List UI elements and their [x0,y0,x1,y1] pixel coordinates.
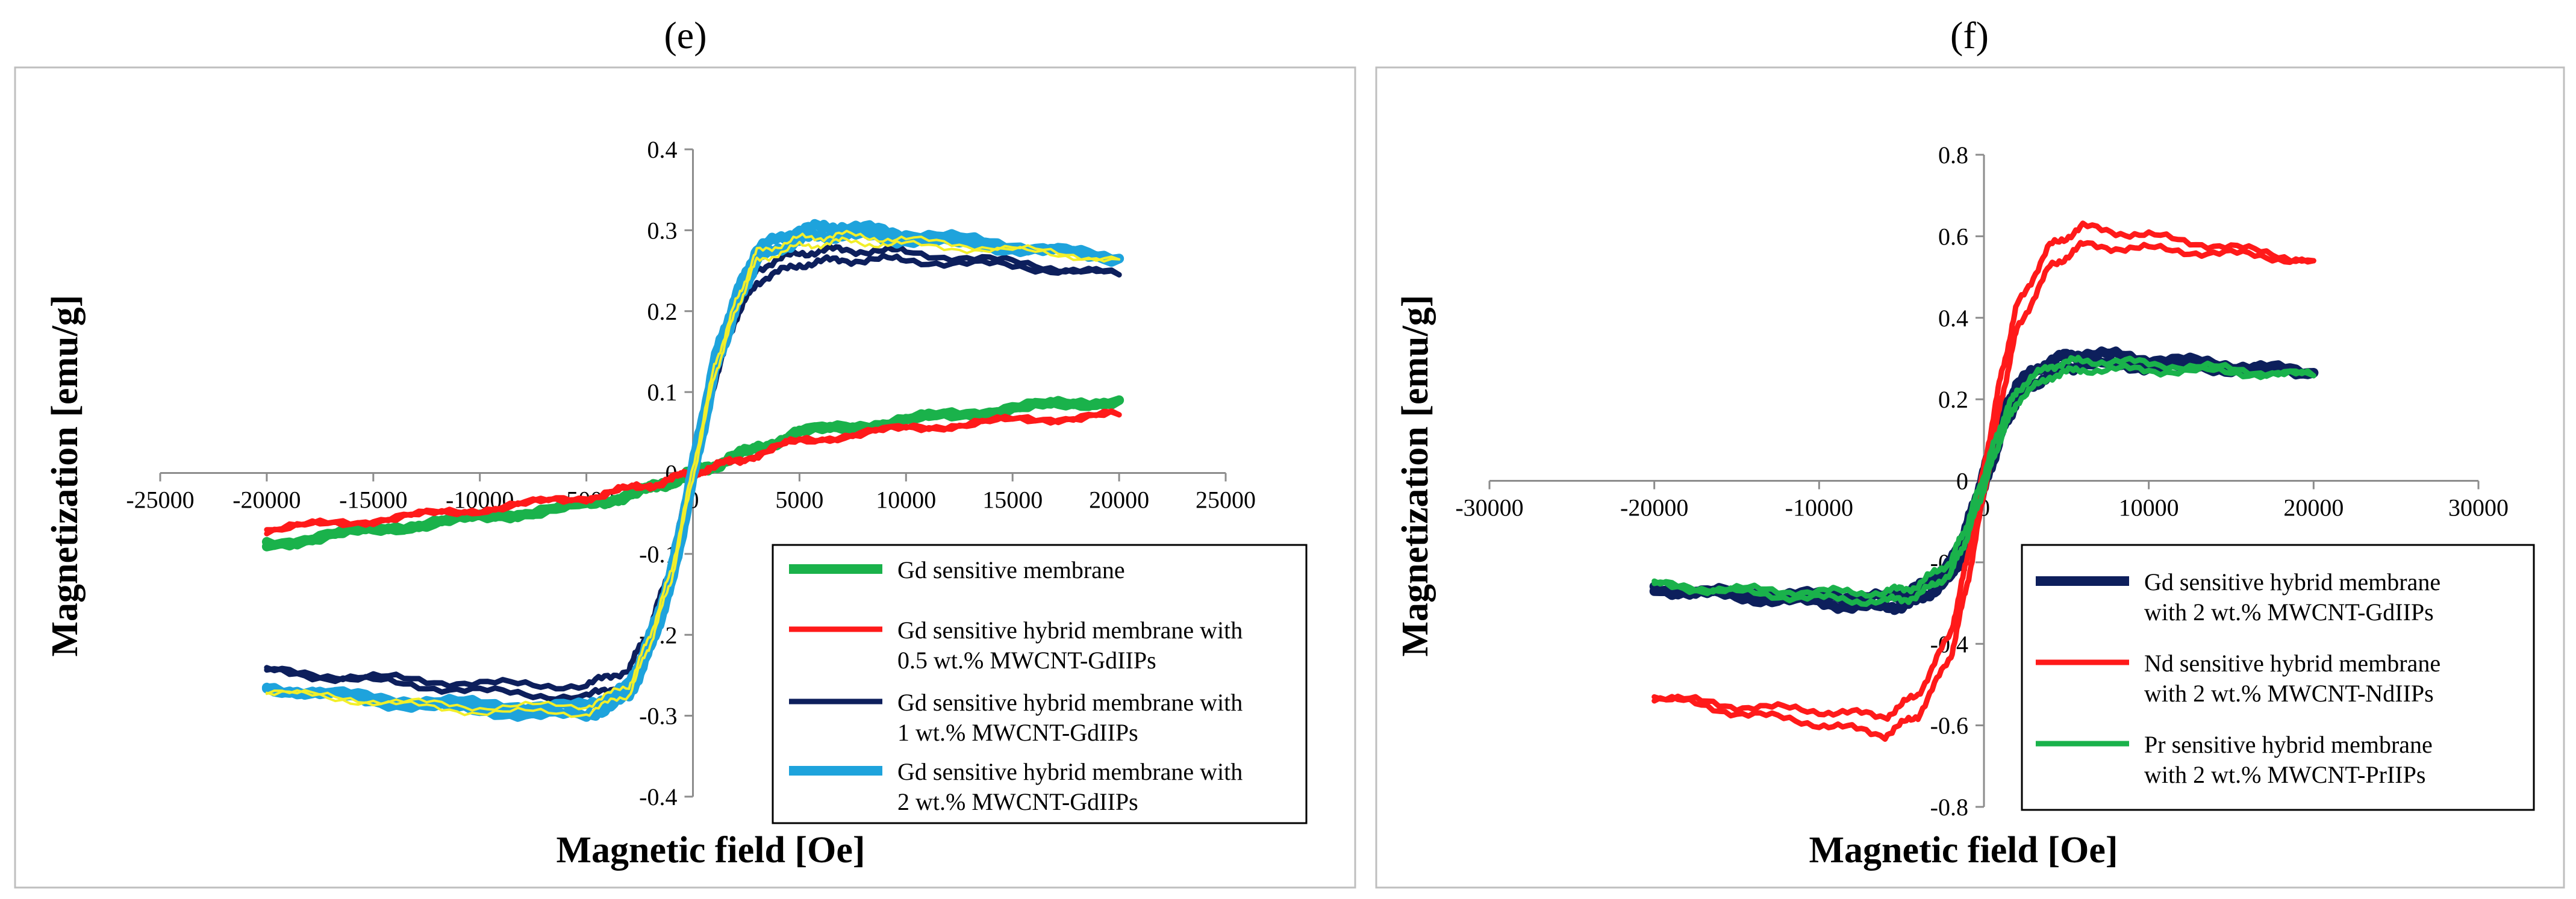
legend-label: Gd sensitive membrane [897,556,1125,583]
y-tick-label: -0.8 [1930,794,1968,821]
legend-label: Gd sensitive hybrid membrane with [897,617,1243,644]
x-tick-label: 5000 [775,487,823,514]
legend-label: Gd sensitive hybrid membrane [2144,568,2440,596]
legend-label: Gd sensitive hybrid membrane with [897,758,1243,785]
legend-label: with 2 wt.% MWCNT-PrIIPs [2144,761,2425,788]
x-tick-label: 20000 [2283,494,2344,521]
legend: Gd sensitive membrane Gd sensitive hybrid… [772,544,1308,824]
y-tick-label: 0.4 [1938,305,1968,332]
y-tick-label: 0 [1956,468,1968,495]
y-tick-label: -0.6 [1930,712,1968,739]
legend-label: with 2 wt.% MWCNT-NdIIPs [2144,680,2434,707]
y-tick-label: -0.4 [639,783,677,810]
x-tick-label: -30000 [1455,494,1523,521]
y-tick-label: 0.6 [1938,223,1968,250]
x-tick-label: -10000 [1785,494,1853,521]
panel-f: (f) -30000 -20000 -10000 0 10000 20000 30000 -0.… [1375,14,2565,889]
legend-label: 2 wt.% MWCNT-GdIIPs [897,788,1138,815]
panel-label: (f) [1950,14,1989,57]
x-tick-label: -25000 [126,487,194,514]
x-tick-label: 15000 [982,487,1043,514]
x-tick-label: 25000 [1196,487,1256,514]
y-tick-label: 0.2 [647,298,678,325]
panel-e: (e)-25000 -20000 -15000 -10000 -5000 0 5000 100… [14,14,1356,889]
y-axis-title: Magnetization [emu/g] [45,295,86,657]
legend-label: Pr sensitive hybrid membrane [2144,731,2433,758]
y-tick-label: 0.2 [1938,386,1968,413]
legend-label: with 2 wt.% MWCNT-GdIIPs [2144,599,2434,626]
y-axis-title: Magnetization [emu/g] [1395,295,1436,657]
series-line-2 [1651,355,2316,599]
y-tick-label: -0.3 [639,703,677,730]
x-tick-label: 10000 [876,487,936,514]
x-tick-label: -15000 [339,487,407,514]
x-tick-label: 10000 [2119,494,2179,521]
legend-label: 1 wt.% MWCNT-GdIIPs [897,719,1138,746]
y-tick-label: 0.8 [1938,142,1968,169]
x-tick-label: 30000 [2448,494,2509,521]
series-line-4 [265,229,1121,712]
x-tick-label: -20000 [1620,494,1688,521]
y-tick-label: 0.3 [647,217,678,244]
legend-box [2021,544,2535,811]
series-line-2 [1651,362,2316,607]
y-tick-label: 0.4 [647,136,678,163]
legend: Gd sensitive hybrid membrane with 2 wt.% … [2021,544,2535,811]
legend-box [772,544,1308,824]
x-tick-label: -20000 [232,487,301,514]
panel-label: (e) [664,14,706,57]
x-axis-title: Magnetic field [Oe] [1809,830,2118,871]
legend-label: 0.5 wt.% MWCNT-GdIIPs [897,647,1156,674]
legend-label: Nd sensitive hybrid membrane [2144,650,2440,677]
y-tick-label: 0.1 [647,379,678,406]
x-tick-label: 20000 [1089,487,1149,514]
series-line-4 [265,236,1121,718]
legend-label: Gd sensitive hybrid membrane with [897,689,1243,716]
x-axis-title: Magnetic field [Oe] [556,830,865,871]
